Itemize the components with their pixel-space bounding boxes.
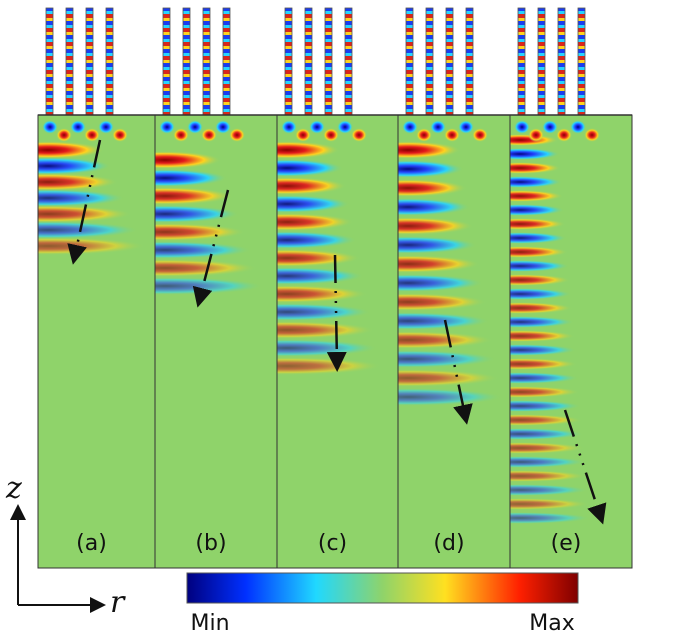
near-field xyxy=(70,120,86,134)
panel-label: (d) xyxy=(433,531,464,556)
near-field xyxy=(84,128,100,142)
near-field xyxy=(187,120,203,134)
near-field xyxy=(173,128,189,142)
near-field xyxy=(458,120,474,134)
antenna xyxy=(163,8,170,115)
antenna xyxy=(285,8,292,115)
near-field xyxy=(570,120,586,134)
panel: (a) xyxy=(0,8,155,568)
near-field xyxy=(444,128,460,142)
near-field xyxy=(159,120,175,134)
antenna xyxy=(183,8,190,115)
antenna xyxy=(86,8,93,115)
near-field xyxy=(430,120,446,134)
near-field xyxy=(472,128,488,142)
near-field xyxy=(56,128,72,142)
near-field xyxy=(295,128,311,142)
colorbar-max: Max xyxy=(529,611,574,636)
near-field xyxy=(112,128,128,142)
near-field xyxy=(215,120,231,134)
antenna xyxy=(426,8,433,115)
antenna xyxy=(406,8,413,115)
near-field xyxy=(402,120,418,134)
antenna xyxy=(538,8,545,115)
figure: (a) (b) (c) (d) (e) Min Max z r xyxy=(0,0,673,639)
antenna xyxy=(223,8,230,115)
r-label: r xyxy=(110,585,126,620)
near-field xyxy=(323,128,339,142)
near-field xyxy=(514,120,530,134)
antenna xyxy=(558,8,565,115)
near-field xyxy=(201,128,217,142)
panels: (a) (b) (c) (d) (e) xyxy=(0,8,632,568)
near-field xyxy=(309,120,325,134)
antenna xyxy=(66,8,73,115)
colorbar xyxy=(187,573,578,603)
z-label: z xyxy=(5,471,22,506)
panel-label: (e) xyxy=(551,531,582,556)
antenna xyxy=(345,8,352,115)
panel-label: (a) xyxy=(76,531,107,556)
antenna xyxy=(446,8,453,115)
near-field xyxy=(281,120,297,134)
near-field xyxy=(229,128,245,142)
antenna xyxy=(578,8,585,115)
near-field xyxy=(584,128,600,142)
near-field xyxy=(42,120,58,134)
near-field xyxy=(542,120,558,134)
near-field xyxy=(556,128,572,142)
antenna xyxy=(106,8,113,115)
near-field xyxy=(416,128,432,142)
antenna xyxy=(466,8,473,115)
antenna xyxy=(518,8,525,115)
antenna xyxy=(305,8,312,115)
panel-label: (b) xyxy=(195,531,226,556)
antenna xyxy=(325,8,332,115)
antenna xyxy=(46,8,53,115)
near-field xyxy=(337,120,353,134)
near-field xyxy=(351,128,367,142)
panel-label: (c) xyxy=(318,531,347,556)
near-field xyxy=(528,128,544,142)
near-field xyxy=(98,120,114,134)
antenna xyxy=(203,8,210,115)
colorbar-min: Min xyxy=(190,611,229,636)
